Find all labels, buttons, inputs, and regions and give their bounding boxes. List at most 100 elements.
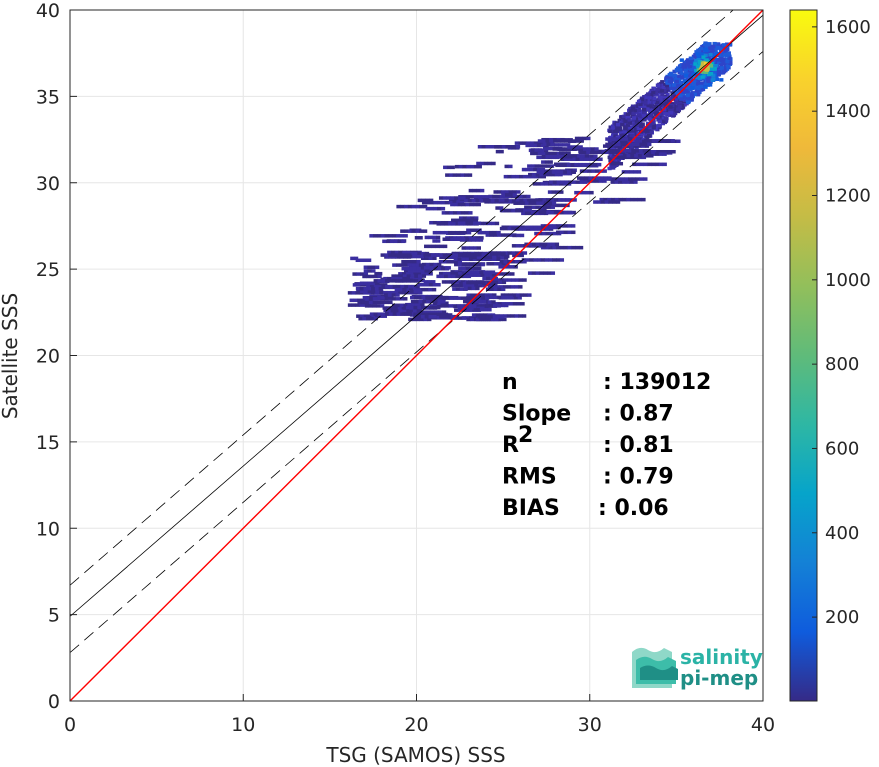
density-cell	[547, 201, 552, 205]
density-cell	[506, 272, 511, 276]
density-cell	[663, 112, 668, 116]
density-cell	[688, 60, 693, 64]
density-cell	[612, 129, 617, 134]
density-cell	[517, 201, 522, 205]
density-cell	[428, 282, 434, 287]
density-cell	[392, 303, 397, 308]
density-cell	[454, 262, 459, 267]
density-cell	[388, 312, 394, 316]
density-cell	[647, 96, 652, 100]
reference-lines	[70, 10, 763, 701]
colorbar-tick-label: 1200	[825, 186, 871, 207]
density-cell	[465, 246, 470, 250]
density-cell	[462, 218, 467, 223]
density-cell	[546, 205, 552, 209]
density-cell	[508, 199, 513, 203]
density-cell	[373, 234, 378, 238]
density-cell	[700, 44, 705, 49]
density-cell	[655, 83, 661, 87]
density-cell	[477, 315, 482, 319]
density-cell	[425, 282, 430, 287]
density-cell	[676, 84, 682, 89]
density-cell	[500, 233, 506, 237]
density-cell	[457, 260, 463, 264]
density-cell	[409, 251, 414, 256]
density-cell	[492, 315, 497, 319]
density-cell	[547, 242, 552, 247]
density-cell	[520, 201, 526, 205]
density-cell	[546, 203, 551, 208]
density-cell	[642, 105, 647, 109]
density-cell	[371, 269, 376, 273]
density-cell	[479, 198, 484, 203]
density-cell	[708, 52, 713, 57]
density-cell	[611, 158, 616, 163]
density-cell	[466, 218, 471, 223]
density-cell	[473, 195, 478, 199]
density-cell	[443, 312, 449, 317]
density-cell	[366, 274, 371, 279]
density-cell	[465, 255, 471, 260]
density-cell	[446, 260, 451, 264]
density-cell	[414, 236, 419, 240]
density-cell	[555, 170, 560, 174]
density-cell	[507, 278, 512, 282]
density-cell	[461, 316, 467, 320]
density-cell	[660, 80, 665, 84]
density-cell	[503, 208, 508, 213]
density-cell	[631, 111, 636, 116]
density-cell	[491, 273, 497, 277]
density-cell	[397, 306, 402, 310]
density-cell	[726, 64, 731, 68]
density-cell	[483, 221, 488, 226]
density-cell	[528, 172, 533, 177]
density-cell	[388, 253, 393, 257]
density-cell	[634, 108, 639, 113]
density-cell	[373, 285, 379, 289]
density-cell	[378, 271, 383, 276]
density-cell	[460, 200, 465, 205]
density-cell	[628, 106, 633, 111]
density-cell	[486, 262, 491, 266]
density-cell	[578, 136, 583, 141]
density-cell	[432, 312, 437, 317]
density-cell	[660, 112, 665, 116]
salinity-pimep-logo: salinity pi-mep	[632, 645, 763, 690]
density-cell	[519, 251, 524, 255]
density-cell	[511, 174, 516, 179]
density-cell	[644, 95, 649, 99]
density-cell	[635, 162, 641, 167]
density-cell	[382, 239, 387, 244]
density-cell	[508, 295, 513, 300]
density-cell	[432, 256, 437, 261]
density-cell	[728, 42, 733, 47]
density-cell	[552, 147, 557, 151]
density-cell	[475, 317, 480, 322]
density-cell	[463, 286, 469, 291]
density-cell	[471, 286, 476, 291]
density-cell	[522, 141, 527, 145]
density-cell	[385, 312, 390, 316]
density-cell	[527, 293, 532, 297]
density-cell	[477, 266, 482, 271]
density-cell	[428, 312, 433, 317]
density-cell	[466, 228, 471, 232]
density-cell	[609, 137, 614, 141]
density-cell	[564, 157, 569, 162]
density-cell	[357, 298, 362, 303]
density-cell	[688, 56, 694, 61]
density-cell	[444, 200, 450, 205]
density-cell	[504, 164, 509, 169]
density-cell	[447, 274, 453, 279]
density-cell	[656, 117, 661, 122]
density-cell	[559, 190, 564, 194]
density-cell	[499, 278, 504, 282]
density-cell	[679, 103, 685, 108]
density-cell	[387, 276, 392, 281]
density-cell	[392, 312, 397, 316]
density-cell	[453, 237, 459, 242]
density-cell	[493, 276, 498, 281]
density-cell	[512, 253, 517, 258]
density-cell	[498, 265, 503, 269]
density-cell	[550, 172, 556, 177]
